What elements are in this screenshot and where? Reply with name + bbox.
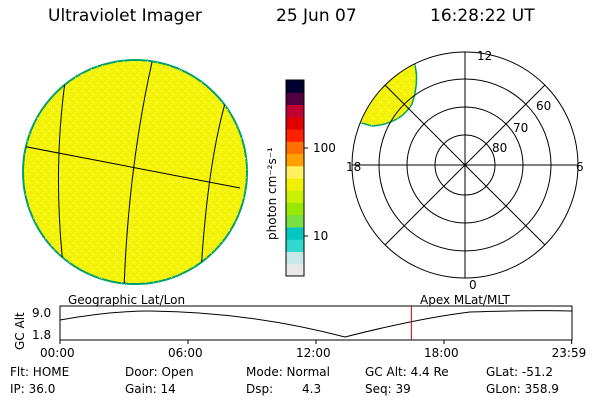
altitude-ytick-max: 9.0 <box>32 306 51 320</box>
colorbar-tick-label: 100 <box>313 141 336 155</box>
colorbar-swatch <box>286 92 304 105</box>
colorbar-swatch <box>286 129 304 142</box>
colorbar-swatch <box>286 239 304 252</box>
altitude-xticks: 00:00 06:00 12:00 18:00 23:59 <box>40 340 586 360</box>
colorbar-swatch <box>286 116 304 130</box>
geo-panel-label: Geographic Lat/Lon <box>68 293 185 307</box>
colorbar-swatch <box>286 141 304 154</box>
altitude-ytick-min: 1.8 <box>32 328 51 342</box>
colorbar-swatch <box>286 227 304 240</box>
polar-image: 12 0 18 6 60 70 80 <box>346 49 584 292</box>
colorbar-swatch <box>286 263 304 277</box>
polar-diagonal-line <box>384 84 546 246</box>
meridian-line <box>123 61 153 284</box>
mlat-label-70: 70 <box>513 121 528 135</box>
altitude-xtick-label: 18:00 <box>424 346 459 360</box>
gc-alt-status: GC Alt: 4.4 Re <box>365 365 449 379</box>
colorbar <box>285 79 305 277</box>
altitude-xtick-label: 06:00 <box>168 346 203 360</box>
colorbar-swatch <box>286 153 304 167</box>
altitude-xtick-label: 00:00 <box>40 346 75 360</box>
colorbar-swatch <box>286 190 304 203</box>
flt-status: Flt: HOME <box>10 365 70 379</box>
geographic-image <box>22 59 248 285</box>
polar-panel-label: Apex MLat/MLT <box>420 293 510 307</box>
mlt-label-18: 18 <box>346 160 361 174</box>
altitude-plot: Geographic Lat/Lon Apex MLat/MLT GC Alt … <box>13 293 586 360</box>
colorbar-swatch <box>286 104 304 118</box>
colorbar-swatch <box>286 214 304 228</box>
glat-status: GLat: -51.2 <box>486 365 553 379</box>
door-status: Door: Open <box>125 365 194 379</box>
mlat-label-80: 80 <box>492 141 507 155</box>
colorbar-swatch <box>286 251 304 265</box>
dsp-status-label: Dsp: <box>246 382 274 396</box>
colorbar-swatch <box>286 178 304 191</box>
time-label: 16:28:22 UT <box>430 6 535 26</box>
parallel-line <box>23 145 241 189</box>
gain-status: Gain: 14 <box>125 382 176 396</box>
mlt-label-0: 0 <box>469 278 477 292</box>
seq-status: Seq: 39 <box>365 382 411 396</box>
altitude-ylabel: GC Alt <box>13 312 27 350</box>
mlt-label-6: 6 <box>576 160 584 174</box>
glon-status: GLon: 358.9 <box>486 382 559 396</box>
altitude-curve <box>59 310 573 338</box>
colorbar-frame <box>285 79 305 277</box>
colorbar-swatch <box>286 165 304 179</box>
dsp-status-value: 4.3 <box>302 382 322 396</box>
ip-status: IP: 36.0 <box>10 382 56 396</box>
colorbar-swatch <box>286 80 304 93</box>
date-label: 25 Jun 07 <box>276 6 357 26</box>
colorbar-unit-label: photon cm⁻²s⁻¹ <box>265 147 279 240</box>
colorbar-tick-label: 10 <box>313 229 328 243</box>
disk-texture <box>23 60 247 284</box>
oval-texture <box>356 60 417 126</box>
colorbar-ticks: 100 10 <box>304 141 336 243</box>
mlat-label-60: 60 <box>536 99 551 113</box>
instrument-title: Ultraviolet Imager <box>48 6 202 26</box>
mode-status: Mode: Normal <box>246 365 330 379</box>
colorbar-swatch <box>286 202 304 216</box>
mlt-label-12: 12 <box>477 49 492 63</box>
altitude-xtick-label: 23:59 <box>552 346 587 360</box>
altitude-xtick-label: 12:00 <box>296 346 331 360</box>
